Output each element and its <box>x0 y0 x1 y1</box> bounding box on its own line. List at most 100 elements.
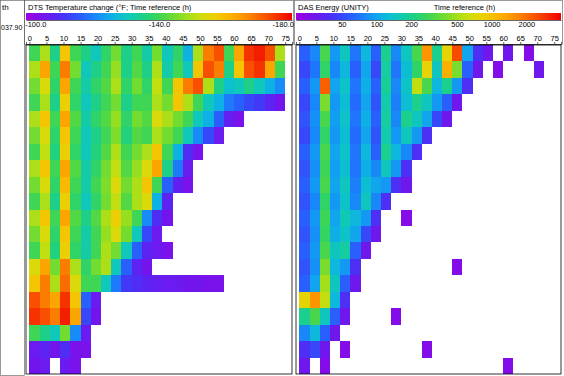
heatmap-cell <box>299 259 309 275</box>
time-axis-tick-label: 40 <box>162 34 170 43</box>
heatmap-cell <box>234 111 244 127</box>
heatmap-cell <box>111 94 121 110</box>
heatmap-cell <box>70 259 80 275</box>
heatmap-cell <box>40 45 50 61</box>
time-axis-tick: 30 <box>398 34 406 44</box>
heatmap-cell <box>320 341 330 357</box>
heatmap-cell <box>121 259 131 275</box>
heatmap-cell <box>91 45 101 61</box>
heatmap-cell <box>60 242 70 258</box>
time-axis-tick-label: 15 <box>77 34 85 43</box>
heatmap-cell <box>320 358 330 374</box>
heatmap-cell <box>111 45 121 61</box>
colorbar-axis-tick-label: 500 <box>451 20 464 29</box>
heatmap-cell <box>91 127 101 143</box>
heatmap-cell <box>29 127 39 143</box>
time-axis-tick-label: 20 <box>94 34 102 43</box>
heatmap-cell <box>111 242 121 258</box>
heatmap-cell <box>391 160 401 176</box>
heatmap-cell <box>350 259 360 275</box>
heatmap-cell <box>254 61 264 77</box>
heatmap-cell <box>330 259 340 275</box>
time-axis-tick-label: 55 <box>483 34 491 43</box>
heatmap-cell <box>299 94 309 110</box>
heatmap-cell <box>50 111 60 127</box>
heatmap-cell <box>422 341 432 357</box>
heatmap-cell <box>391 61 401 77</box>
heatmap-cell <box>29 259 39 275</box>
heatmap-cell <box>299 45 309 61</box>
heatmap-cell <box>60 193 70 209</box>
heatmap-cell <box>391 308 401 324</box>
heatmap-cell <box>132 210 142 226</box>
heatmap-cell <box>142 61 152 77</box>
heatmap-cell <box>152 210 162 226</box>
heatmap-cell <box>50 177 60 193</box>
heatmap-cell <box>320 45 330 61</box>
heatmap-cell <box>310 308 320 324</box>
heatmap-cell <box>310 160 320 176</box>
heatmap-cell <box>29 111 39 127</box>
heatmap-cell <box>40 259 50 275</box>
heatmap-cell <box>350 144 360 160</box>
heatmap-cell <box>91 259 101 275</box>
time-axis-tick: 0 <box>28 34 32 44</box>
heatmap-cell <box>422 61 432 77</box>
heatmap-cell <box>361 61 371 77</box>
heatmap-cell <box>81 292 91 308</box>
heatmap-cell <box>442 61 452 77</box>
heatmap-cell <box>173 45 183 61</box>
heatmap-cell <box>183 177 193 193</box>
heatmap-cell <box>361 193 371 209</box>
heatmap-cell <box>361 177 371 193</box>
heatmap-cell <box>340 193 350 209</box>
heatmap-cell <box>132 259 142 275</box>
heatmap-cell <box>310 78 320 94</box>
heatmap-cell <box>121 160 131 176</box>
heatmap-cell <box>401 111 411 127</box>
heatmap-cell <box>234 78 244 94</box>
heatmap-cell <box>330 193 340 209</box>
heatmap-cell <box>81 160 91 176</box>
heatmap-cell <box>60 210 70 226</box>
heatmap-cell <box>60 275 70 291</box>
heatmap-cell <box>29 341 39 357</box>
heatmap-cell <box>412 61 422 77</box>
heatmap-cell <box>101 61 111 77</box>
time-axis-tick: 55 <box>213 34 221 44</box>
heatmap-cell <box>330 292 340 308</box>
heatmap-cell <box>310 177 320 193</box>
time-axis-tick: 65 <box>247 34 255 44</box>
heatmap-cell <box>412 111 422 127</box>
heatmap-cell <box>340 308 350 324</box>
heatmap-cell <box>422 78 432 94</box>
heatmap-cell <box>244 61 254 77</box>
heatmap-cell <box>40 111 50 127</box>
heatmap-cell <box>442 45 452 61</box>
heatmap-cell <box>111 210 121 226</box>
heatmap-cell <box>310 45 320 61</box>
heatmap-cell <box>101 210 111 226</box>
heatmap-cell <box>91 242 101 258</box>
heatmap-cell <box>350 61 360 77</box>
heatmap-cell <box>152 127 162 143</box>
heatmap-cell <box>432 111 442 127</box>
heatmap-cell <box>330 111 340 127</box>
heatmap-cell <box>330 275 340 291</box>
heatmap-cell <box>40 325 50 341</box>
heatmap-cell <box>320 111 330 127</box>
time-axis-tick: 15 <box>77 34 85 44</box>
heatmap-cell <box>330 127 340 143</box>
heatmap-cell <box>265 45 275 61</box>
heatmap-cell <box>81 242 91 258</box>
heatmap-cell <box>142 45 152 61</box>
heatmap-cell <box>310 94 320 110</box>
heatmap-cell <box>60 358 70 374</box>
heatmap-cell <box>401 61 411 77</box>
heatmap-cell <box>162 127 172 143</box>
heatmap-cell <box>183 78 193 94</box>
heatmap-cell <box>40 193 50 209</box>
depth-label: th <box>2 3 9 12</box>
heatmap-cell <box>193 78 203 94</box>
heatmap-cell <box>132 193 142 209</box>
